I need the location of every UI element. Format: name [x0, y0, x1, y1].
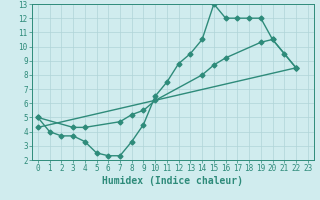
X-axis label: Humidex (Indice chaleur): Humidex (Indice chaleur): [102, 176, 243, 186]
